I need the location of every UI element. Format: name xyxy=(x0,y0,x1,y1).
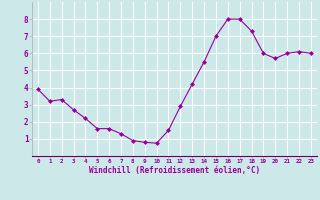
X-axis label: Windchill (Refroidissement éolien,°C): Windchill (Refroidissement éolien,°C) xyxy=(89,166,260,175)
